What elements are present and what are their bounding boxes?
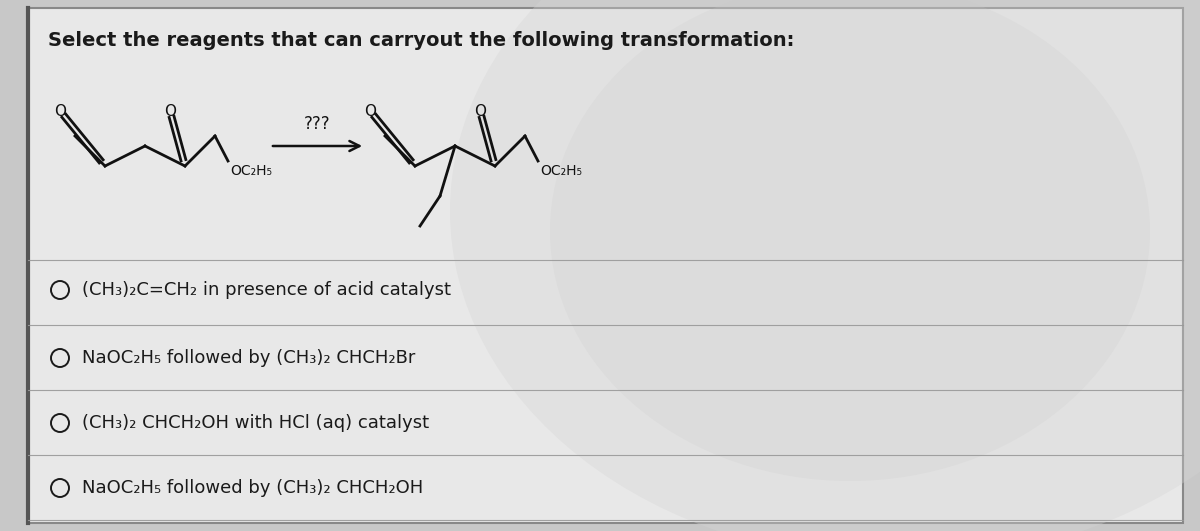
Text: O: O xyxy=(364,104,376,118)
Text: ???: ??? xyxy=(304,115,330,133)
Text: O: O xyxy=(164,104,176,118)
Ellipse shape xyxy=(550,0,1150,481)
Text: (CH₃)₂C=CH₂ in presence of acid catalyst: (CH₃)₂C=CH₂ in presence of acid catalyst xyxy=(82,281,451,299)
FancyBboxPatch shape xyxy=(28,8,1183,523)
Text: OC₂H₅: OC₂H₅ xyxy=(230,164,272,178)
Text: (CH₃)₂ CHCH₂OH with HCl (aq) catalyst: (CH₃)₂ CHCH₂OH with HCl (aq) catalyst xyxy=(82,414,430,432)
Ellipse shape xyxy=(450,0,1200,531)
Text: NaOC₂H₅ followed by (CH₃)₂ CHCH₂Br: NaOC₂H₅ followed by (CH₃)₂ CHCH₂Br xyxy=(82,349,415,367)
Text: O: O xyxy=(54,104,66,118)
Text: OC₂H₅: OC₂H₅ xyxy=(540,164,582,178)
Text: NaOC₂H₅ followed by (CH₃)₂ CHCH₂OH: NaOC₂H₅ followed by (CH₃)₂ CHCH₂OH xyxy=(82,479,424,497)
Text: O: O xyxy=(474,104,486,118)
Text: Select the reagents that can carryout the following transformation:: Select the reagents that can carryout th… xyxy=(48,31,794,50)
